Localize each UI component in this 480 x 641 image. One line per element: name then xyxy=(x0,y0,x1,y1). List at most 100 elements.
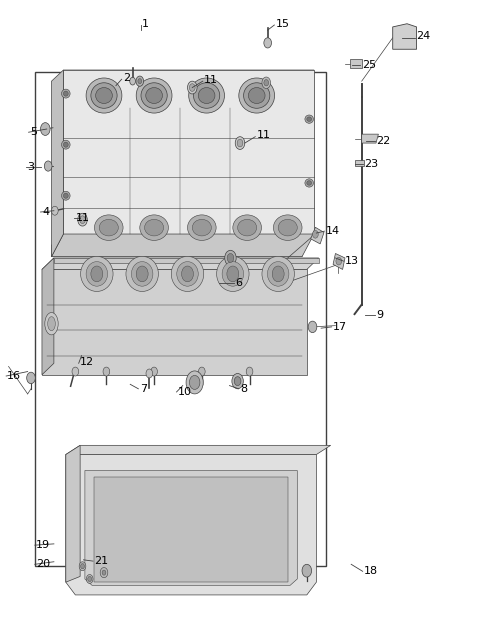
Circle shape xyxy=(262,77,271,88)
Ellipse shape xyxy=(140,215,168,240)
Circle shape xyxy=(312,231,318,238)
Circle shape xyxy=(136,76,144,87)
Circle shape xyxy=(336,257,342,265)
Text: 23: 23 xyxy=(364,159,378,169)
Circle shape xyxy=(40,122,50,135)
Polygon shape xyxy=(85,470,297,585)
Ellipse shape xyxy=(126,256,158,292)
Text: 9: 9 xyxy=(376,310,383,320)
Ellipse shape xyxy=(278,219,297,236)
Ellipse shape xyxy=(192,219,211,236)
Polygon shape xyxy=(51,234,314,256)
Ellipse shape xyxy=(188,215,216,240)
Circle shape xyxy=(264,38,272,48)
Circle shape xyxy=(188,81,197,94)
Ellipse shape xyxy=(222,262,243,286)
Ellipse shape xyxy=(136,266,148,282)
Text: 22: 22 xyxy=(376,135,390,146)
Ellipse shape xyxy=(171,256,204,292)
Text: 5: 5 xyxy=(30,127,37,137)
Ellipse shape xyxy=(132,262,153,286)
Text: 13: 13 xyxy=(345,256,359,266)
Ellipse shape xyxy=(63,193,68,198)
Ellipse shape xyxy=(63,91,68,96)
Circle shape xyxy=(79,562,86,570)
Ellipse shape xyxy=(136,78,172,113)
Ellipse shape xyxy=(243,83,270,108)
Text: 17: 17 xyxy=(333,322,347,332)
Ellipse shape xyxy=(96,88,112,103)
Ellipse shape xyxy=(146,88,162,103)
Circle shape xyxy=(237,139,243,147)
Ellipse shape xyxy=(262,256,294,292)
Circle shape xyxy=(246,367,253,376)
Ellipse shape xyxy=(216,256,249,292)
Ellipse shape xyxy=(272,266,284,282)
Polygon shape xyxy=(54,258,319,263)
Circle shape xyxy=(302,564,312,577)
Ellipse shape xyxy=(63,142,68,147)
Polygon shape xyxy=(95,477,288,582)
Ellipse shape xyxy=(61,89,70,98)
Circle shape xyxy=(308,321,317,333)
Ellipse shape xyxy=(91,83,117,108)
Text: 7: 7 xyxy=(140,384,147,394)
Circle shape xyxy=(51,206,58,215)
Circle shape xyxy=(44,161,52,171)
Text: 8: 8 xyxy=(240,384,247,394)
Ellipse shape xyxy=(48,317,55,331)
Polygon shape xyxy=(42,258,54,375)
Circle shape xyxy=(264,79,269,86)
Circle shape xyxy=(235,137,245,149)
Text: 2: 2 xyxy=(123,73,130,83)
Polygon shape xyxy=(355,160,364,166)
Ellipse shape xyxy=(99,219,118,236)
Ellipse shape xyxy=(248,88,265,103)
Ellipse shape xyxy=(144,219,164,236)
Ellipse shape xyxy=(193,83,220,108)
Circle shape xyxy=(80,216,85,224)
Text: 16: 16 xyxy=(7,371,21,381)
Bar xyxy=(35,72,326,566)
Ellipse shape xyxy=(267,262,289,286)
Polygon shape xyxy=(63,70,314,234)
Circle shape xyxy=(130,78,135,85)
Text: 25: 25 xyxy=(362,60,376,71)
Polygon shape xyxy=(362,134,378,143)
Text: 14: 14 xyxy=(326,226,340,236)
Ellipse shape xyxy=(305,115,313,123)
Circle shape xyxy=(138,79,142,84)
Text: 11: 11 xyxy=(204,75,218,85)
Ellipse shape xyxy=(307,181,312,185)
Polygon shape xyxy=(66,445,80,582)
Circle shape xyxy=(199,367,205,376)
Ellipse shape xyxy=(238,219,257,236)
Ellipse shape xyxy=(239,78,275,113)
Text: 3: 3 xyxy=(28,162,35,172)
Polygon shape xyxy=(333,253,345,269)
Ellipse shape xyxy=(181,266,193,282)
Ellipse shape xyxy=(227,266,239,282)
Polygon shape xyxy=(311,228,324,244)
Ellipse shape xyxy=(45,313,58,335)
Text: 15: 15 xyxy=(276,19,290,29)
Polygon shape xyxy=(51,70,63,256)
Text: 10: 10 xyxy=(178,387,192,397)
Ellipse shape xyxy=(86,262,108,286)
Circle shape xyxy=(81,563,84,569)
Polygon shape xyxy=(393,24,417,49)
Text: 19: 19 xyxy=(36,540,50,550)
Text: 21: 21 xyxy=(95,556,108,566)
Polygon shape xyxy=(66,454,316,595)
Circle shape xyxy=(146,369,153,378)
Circle shape xyxy=(225,250,236,265)
Text: 11: 11 xyxy=(75,213,89,223)
Text: 1: 1 xyxy=(142,19,149,29)
Circle shape xyxy=(72,367,79,376)
Text: 18: 18 xyxy=(364,566,378,576)
Ellipse shape xyxy=(305,179,313,187)
Polygon shape xyxy=(51,70,314,256)
Text: 6: 6 xyxy=(235,278,242,288)
Circle shape xyxy=(151,367,157,376)
Polygon shape xyxy=(42,258,319,269)
